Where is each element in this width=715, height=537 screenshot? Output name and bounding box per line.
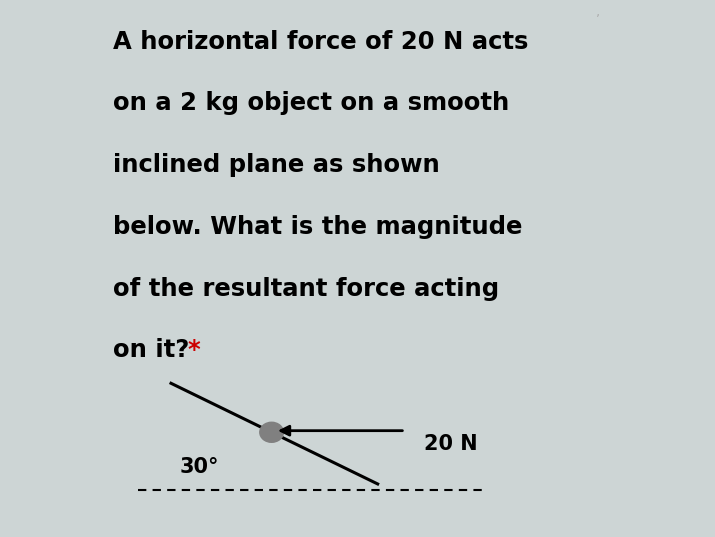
Text: *: * <box>187 338 200 362</box>
Text: A horizontal force of 20 N acts: A horizontal force of 20 N acts <box>112 30 528 54</box>
Text: 30°: 30° <box>179 457 219 477</box>
Circle shape <box>260 423 283 442</box>
Text: below. What is the magnitude: below. What is the magnitude <box>112 215 522 239</box>
Text: on it?: on it? <box>112 338 189 362</box>
Text: of the resultant force acting: of the resultant force acting <box>112 277 498 301</box>
Text: on a 2 kg object on a smooth: on a 2 kg object on a smooth <box>112 91 509 115</box>
Text: ʼ: ʼ <box>596 13 600 26</box>
Text: inclined plane as shown: inclined plane as shown <box>112 153 439 177</box>
Text: 20 N: 20 N <box>424 434 478 454</box>
